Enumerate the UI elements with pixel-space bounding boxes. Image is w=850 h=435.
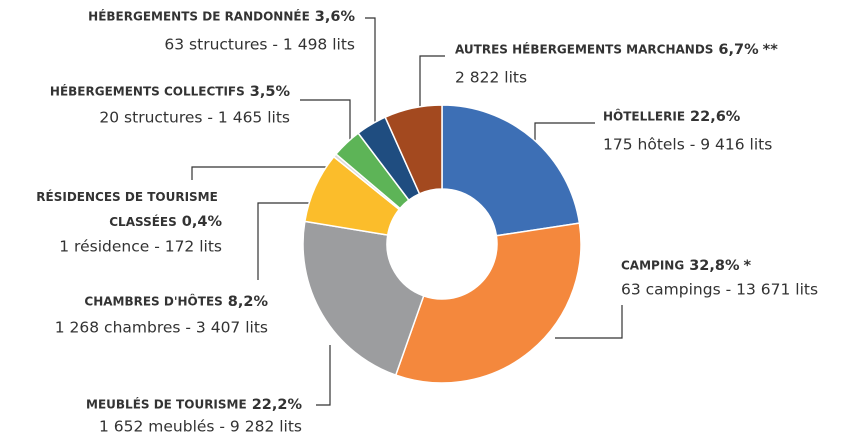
category-label: CAMPING (621, 259, 684, 273)
detail-label: 63 structures - 1 498 lits (164, 36, 355, 54)
leader-line (257, 202, 312, 280)
category-label: HÔTELLERIE (603, 109, 685, 124)
category-line: RÉSIDENCES DE TOURISME (36, 189, 222, 204)
leader-line (316, 345, 331, 406)
leader-line (365, 17, 376, 132)
value-label: 22,2% (252, 397, 303, 413)
category-label: HÉBERGEMENTS COLLECTIFS (50, 84, 245, 99)
slice (302, 220, 425, 377)
category-label: HÉBERGEMENTS DE RANDONNÉE (88, 9, 310, 24)
slice (441, 104, 581, 237)
detail-label: 20 structures - 1 465 lits (99, 109, 290, 127)
value-label: 22,6% (690, 109, 741, 125)
value-label: 3,5% (250, 84, 291, 100)
detail-label: 1 652 meublés - 9 282 lits (99, 418, 302, 435)
value-label: 32,8% (689, 258, 740, 274)
slice (394, 222, 582, 384)
category-line: CLASSÉES (109, 214, 177, 229)
category-label: CHAMBRES D'HÔTES (84, 294, 222, 309)
detail-label: 1 268 chambres - 3 407 lits (55, 319, 268, 337)
note: ** (763, 42, 779, 58)
detail-label: 63 campings - 13 671 lits (621, 281, 818, 299)
slice (384, 104, 443, 195)
value-label: 6,7% (718, 42, 759, 58)
leader-line (300, 99, 351, 150)
leader-line (555, 305, 623, 339)
value-label: 0,4% (182, 214, 223, 230)
detail-label: 175 hôtels - 9 416 lits (603, 136, 772, 154)
detail-label: 2 822 lits (455, 69, 527, 87)
category-label: AUTRES HÉBERGEMENTS MARCHANDS (455, 42, 713, 57)
category-label: MEUBLÉS DE TOURISME (86, 397, 247, 412)
detail-label: 1 résidence - 172 lits (59, 238, 222, 256)
note: * (744, 258, 752, 274)
leader-line (419, 55, 445, 118)
value-label: 8,2% (228, 294, 269, 310)
category-label: RÉSIDENCES DE TOURISME CLASSÉES (36, 189, 222, 229)
value-label: 3,6% (315, 9, 356, 25)
